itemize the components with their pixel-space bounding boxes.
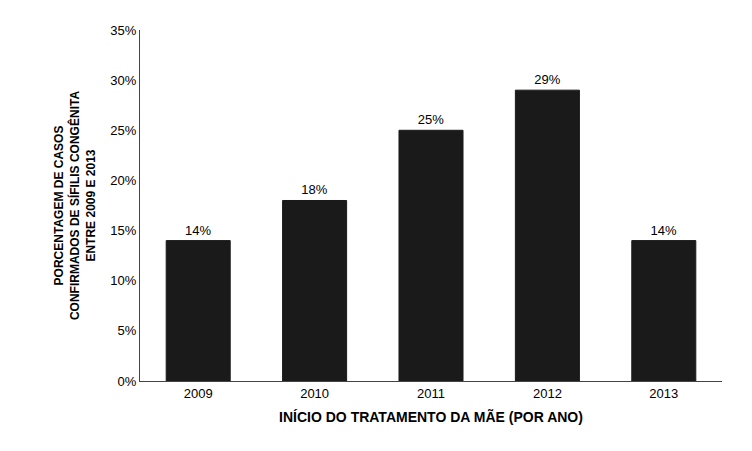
svg-text:10%: 10% — [110, 273, 136, 288]
svg-text:2012: 2012 — [533, 386, 562, 401]
svg-text:INÍCIO DO TRATAMENTO DA MÃE (P: INÍCIO DO TRATAMENTO DA MÃE (POR ANO) — [279, 408, 583, 425]
svg-text:15%: 15% — [110, 223, 136, 238]
svg-text:29%: 29% — [534, 72, 560, 87]
svg-text:25%: 25% — [418, 112, 444, 127]
svg-text:0%: 0% — [118, 374, 137, 389]
svg-text:14%: 14% — [651, 223, 677, 238]
svg-text:30%: 30% — [110, 73, 136, 88]
svg-text:14%: 14% — [185, 223, 211, 238]
svg-text:2009: 2009 — [184, 386, 213, 401]
svg-text:PORCENTAGEM DE CASOSCONFIRMADO: PORCENTAGEM DE CASOSCONFIRMADOS DE SÍFIL… — [52, 91, 97, 320]
svg-text:2011: 2011 — [417, 386, 445, 401]
svg-text:5%: 5% — [118, 323, 137, 338]
svg-text:2013: 2013 — [649, 386, 678, 401]
svg-text:20%: 20% — [110, 173, 136, 188]
svg-text:2010: 2010 — [300, 386, 329, 401]
svg-text:18%: 18% — [301, 182, 327, 197]
svg-text:35%: 35% — [110, 23, 136, 38]
svg-text:25%: 25% — [110, 123, 136, 138]
